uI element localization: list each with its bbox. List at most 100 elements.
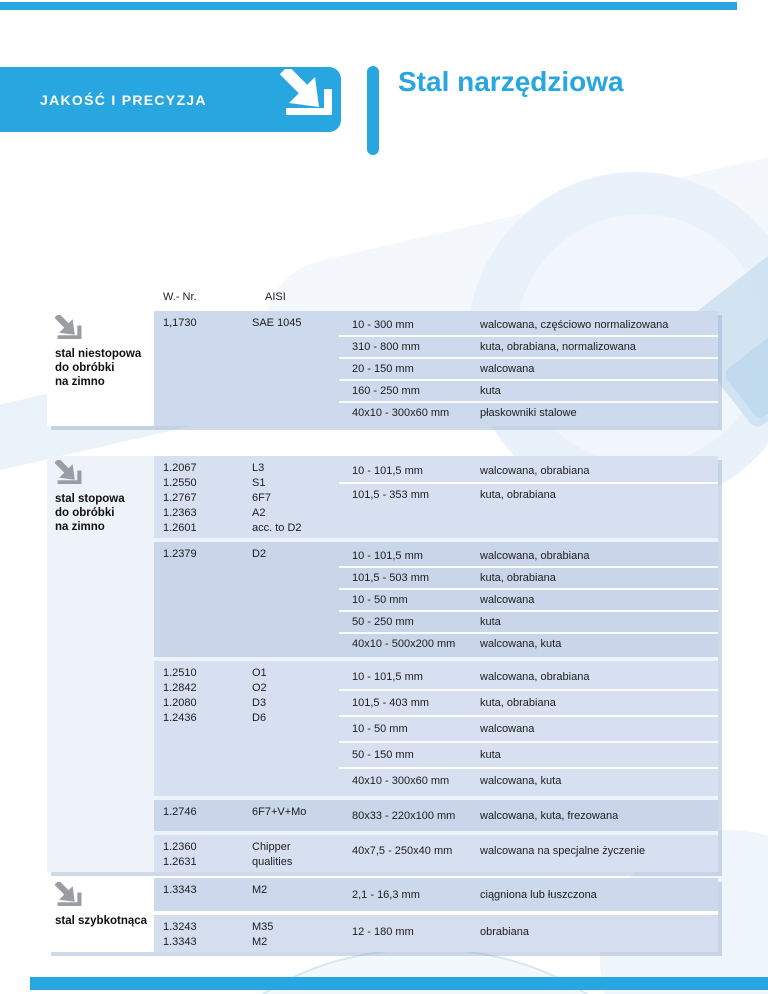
column-header-aisi: AISI (265, 291, 286, 303)
processing-description: kuta (480, 616, 501, 628)
processing-description: walcowana, kuta, frezowana (480, 810, 619, 822)
arrow-down-right-icon (55, 460, 82, 484)
aisi-value: D6 (252, 712, 267, 724)
arrow-down-right-icon (280, 69, 332, 115)
table-row: 10 - 50 mm walcowana (303, 715, 718, 742)
processing-description: kuta (480, 749, 501, 761)
table-row: 50 - 250 mm kuta (303, 610, 718, 633)
tagline-banner: JAKOŚĆ I PRECYZJA (0, 67, 341, 132)
wnr-value: 1.2067 (163, 462, 197, 474)
section-label-line: do obróbki (55, 362, 115, 374)
dimension-range: 12 - 180 mm (352, 926, 414, 938)
dimension-range: 40x7,5 - 250x40 mm (352, 845, 453, 857)
dimension-range: 101,5 - 503 mm (352, 572, 430, 584)
aisi-value: qualities (252, 856, 293, 868)
aisi-column: Chipper qualities (243, 838, 303, 870)
wnr-value: 1.3343 (163, 884, 197, 896)
processing-description: walcowana (480, 594, 535, 606)
table-row: 40x10 - 500x200 mm walcowana, kuta (303, 632, 718, 655)
table-row: 80x33 - 220x100 mm walcowana, kuta, frezo… (303, 803, 718, 829)
table-row: 10 - 50 mm walcowana (303, 588, 718, 611)
dimension-rows: 2,1 - 16,3 mm ciągniona lub łuszczona (303, 881, 718, 909)
aisi-column: D2 (243, 545, 303, 655)
wnr-value: 1.3243 (163, 921, 197, 933)
dimension-range: 20 - 150 mm (352, 363, 414, 375)
arrow-down-right-icon (55, 882, 82, 906)
dimension-range: 10 - 50 mm (352, 594, 408, 606)
dimension-rows: 10 - 300 mm walcowana, częściowo normaliz… (303, 314, 718, 424)
dimension-rows: 12 - 180 mm obrabiana (303, 918, 718, 950)
wnr-value: 1.2631 (163, 856, 197, 868)
dimension-range: 10 - 300 mm (352, 319, 414, 331)
bottom-accent-bar (30, 977, 768, 990)
dimension-range: 50 - 250 mm (352, 616, 414, 628)
aisi-column: M35 M2 (243, 918, 303, 950)
section-label-line: do obróbki (55, 507, 115, 519)
dimension-range: 310 - 800 mm (352, 341, 420, 353)
top-accent-bar (0, 2, 737, 10)
steel-grade-group: 1.2510 1.2842 1.2080 1.2436 O1 O2 D3 D6 10 - 101… (154, 661, 718, 796)
aisi-value: D2 (252, 548, 267, 560)
table-row: 10 - 101,5 mm walcowana, obrabiana (303, 459, 718, 483)
dimension-rows: 10 - 101,5 mm walcowana, obrabiana 101,5 -… (303, 459, 718, 536)
table-row: 40x10 - 300x60 mm płaskowniki stalowe (303, 401, 718, 424)
aisi-value: 6F7+V+Mo (252, 806, 307, 818)
dimension-range: 50 - 150 mm (352, 749, 414, 761)
wnr-column: 1.2510 1.2842 1.2080 1.2436 (154, 664, 243, 794)
section-label: stal niestopowa do obróbki na zimno (55, 315, 151, 389)
aisi-column: O1 O2 D3 D6 (243, 664, 303, 794)
steel-section-panel: stal stopowa do obróbki na zimno 1.2067 1.25… (47, 456, 718, 872)
aisi-value: M2 (252, 884, 268, 896)
wnr-value: 1.2767 (163, 492, 197, 504)
aisi-value: Chipper (252, 841, 291, 853)
tagline-text: JAKOŚĆ I PRECYZJA (40, 92, 207, 108)
section-label-line: stal niestopowa (55, 348, 142, 360)
steel-grade-group: 1.2746 6F7+V+Mo 80x33 - 220x100 mm walcowan… (154, 800, 718, 831)
steel-grade-group: 1.2379 D2 10 - 101,5 mm walcowana, obrabian… (154, 542, 718, 657)
dimension-range: 40x10 - 300x60 mm (352, 407, 450, 419)
aisi-value: O1 (252, 667, 267, 679)
aisi-value: SAE 1045 (252, 317, 302, 329)
dimension-range: 10 - 50 mm (352, 723, 408, 735)
processing-description: walcowana, obrabiana (480, 550, 590, 562)
processing-description: walcowana na specjalne życzenie (480, 845, 646, 857)
dimension-range: 2,1 - 16,3 mm (352, 889, 420, 901)
wnr-value: 1.2842 (163, 682, 197, 694)
table-row: 12 - 180 mm obrabiana (303, 918, 718, 946)
table-row: 10 - 300 mm walcowana, częściowo normaliz… (303, 314, 718, 336)
wnr-value: 1.3343 (163, 936, 197, 948)
table-row: 310 - 800 mm kuta, obrabiana, normalizowa… (303, 335, 718, 358)
section-label: stal szybkotnąca (55, 882, 151, 928)
wnr-value: 1.2360 (163, 841, 197, 853)
processing-description: walcowana, kuta (480, 638, 562, 650)
table-row: 50 - 150 mm kuta (303, 741, 718, 768)
steel-grade-group: 1.2067 1.2550 1.2767 1.2363 1.2601 L3 S1 6F7 A2 a… (154, 456, 718, 538)
dimension-range: 10 - 101,5 mm (352, 671, 423, 683)
table-row: 40x10 - 300x60 mm walcowana, kuta (303, 767, 718, 794)
processing-description: walcowana, obrabiana (480, 671, 590, 683)
title-divider-bar (367, 66, 379, 155)
processing-description: walcowana (480, 723, 535, 735)
section-label-line: stal szybkotnąca (55, 915, 148, 927)
dimension-rows: 10 - 101,5 mm walcowana, obrabiana 101,5 -… (303, 664, 718, 794)
steel-section-panel: stal niestopowa do obróbki na zimno 1,1730 S… (47, 311, 718, 426)
table-row: 101,5 - 403 mm kuta, obrabiana (303, 689, 718, 716)
section-label-line: na zimno (55, 521, 105, 533)
dimension-range: 40x10 - 500x200 mm (352, 638, 456, 650)
aisi-value: O2 (252, 682, 267, 694)
section-label-line: stal stopowa (55, 493, 125, 505)
aisi-value: M2 (252, 936, 268, 948)
aisi-value: M35 (252, 921, 274, 933)
wnr-column: 1,1730 (154, 314, 243, 424)
wnr-value: 1.2436 (163, 712, 197, 724)
steel-grade-group: 1.3243 1.3343 M35 M2 12 - 180 mm obrabiana (154, 915, 718, 952)
table-row: 2,1 - 16,3 mm ciągniona lub łuszczona (303, 881, 718, 909)
page-title: Stal narzędziowa (398, 66, 624, 97)
steel-grade-group: 1.2360 1.2631 Chipper qualities 40x7,5 - 250… (154, 835, 718, 872)
processing-description: walcowana (480, 363, 535, 375)
aisi-value: S1 (252, 477, 266, 489)
dimension-rows: 40x7,5 - 250x40 mm walcowana na specjalne… (303, 838, 718, 870)
dimension-range: 10 - 101,5 mm (352, 550, 423, 562)
processing-description: ciągniona lub łuszczona (480, 889, 597, 901)
section-groups: 1,1730 SAE 1045 10 - 300 mm walcowana, częś… (154, 311, 718, 426)
